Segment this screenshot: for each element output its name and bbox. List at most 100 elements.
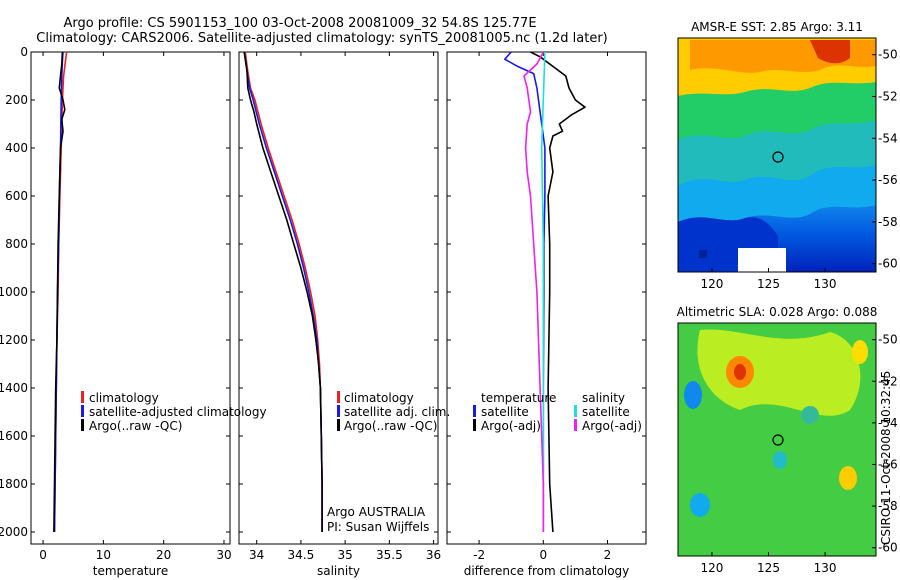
x-tick-label: 125 bbox=[757, 561, 780, 575]
x-tick-label: 20 bbox=[156, 548, 171, 562]
salinity-profile-panel: 34 34.5 35 35.5 36 salinity bbox=[238, 51, 441, 578]
sst-map-frame bbox=[677, 37, 877, 273]
x-tick-label: 36 bbox=[426, 548, 441, 562]
y-tick-label: -52 bbox=[878, 374, 898, 388]
legend-swatch-salinity-argo bbox=[574, 419, 577, 431]
argo-institution-annotation: Argo AUSTRALIA bbox=[327, 505, 426, 519]
y-tick-label: 1000 bbox=[0, 285, 28, 299]
x-axis-label: salinity bbox=[317, 564, 360, 578]
sst-teal-band bbox=[678, 120, 876, 186]
x-tick-label: 130 bbox=[814, 277, 837, 291]
y-tick-label: -50 bbox=[878, 333, 898, 347]
sst-map bbox=[678, 38, 876, 272]
x-tick-label: 120 bbox=[700, 561, 723, 575]
sla-map-title: Altimetric SLA: 0.028 Argo: 0.088 bbox=[677, 305, 878, 319]
legend-header-temperature: temperature bbox=[481, 391, 556, 405]
legend-label-argo: Argo(..raw -QC) bbox=[344, 419, 437, 433]
y-tick-label: -54 bbox=[878, 131, 898, 145]
sla-map-axes: 120 125 130 -50 -52 -54 -56 -58 -60 bbox=[700, 333, 897, 575]
y-tick-label: 600 bbox=[5, 189, 28, 203]
x-tick-label: 2 bbox=[604, 548, 612, 562]
y-tick-label: -56 bbox=[878, 457, 898, 471]
sla-warm-eddy-3 bbox=[852, 340, 868, 364]
sla-warm-eddy-2 bbox=[839, 466, 857, 490]
series-line-argo-raw-qc bbox=[243, 51, 323, 532]
legend-swatch-climatology bbox=[337, 391, 340, 403]
legend-label-satellite: satellite-adjusted climatology bbox=[89, 405, 267, 419]
sla-cold-eddy-1 bbox=[684, 381, 702, 409]
legend-swatch-salinity-satellite bbox=[574, 405, 577, 417]
sst-map-title: AMSR-E SST: 2.85 Argo: 3.11 bbox=[691, 20, 863, 34]
sst-hottest-patch bbox=[810, 40, 850, 64]
x-tick-label: 0 bbox=[539, 548, 547, 562]
legend-swatch-satellite bbox=[81, 405, 84, 417]
sla-cold-eddy-3 bbox=[773, 451, 787, 469]
x-tick-label: 35.5 bbox=[376, 548, 403, 562]
legend-swatch-temperature-argo bbox=[473, 419, 476, 431]
legend-swatch-satellite bbox=[337, 405, 340, 417]
y-tick-label: 1200 bbox=[0, 333, 28, 347]
legend-swatch-climatology bbox=[81, 391, 84, 403]
y-tick-label: 200 bbox=[5, 93, 28, 107]
x-axis-label: difference from climatology bbox=[464, 564, 630, 578]
x-tick-label: -2 bbox=[473, 548, 485, 562]
y-tick-label: 1400 bbox=[0, 381, 28, 395]
legend-label-climatology: climatology bbox=[344, 391, 414, 405]
difference-profile-panel: -2 0 2 difference from climatology bbox=[446, 51, 647, 578]
sla-hot-core bbox=[734, 364, 746, 380]
sst-missing-data bbox=[738, 248, 786, 272]
y-tick-label: -58 bbox=[878, 215, 898, 229]
legend-header-salinity: salinity bbox=[582, 391, 625, 405]
legend-swatch-argo bbox=[81, 419, 84, 431]
salinity-legend: climatology satellite adj. clim. Argo(..… bbox=[337, 391, 450, 433]
sla-map bbox=[678, 323, 876, 556]
x-tick-label: 130 bbox=[814, 561, 837, 575]
sst-argo-location-marker bbox=[772, 151, 784, 163]
difference-legend: temperature satellite Argo(-adj) salinit… bbox=[473, 391, 642, 433]
sst-green-band bbox=[678, 82, 876, 140]
credit-timestamp: CSIRO 11-Oct-2008 10:32:45 bbox=[879, 371, 893, 545]
legend-label-temperature-argo: Argo(-adj) bbox=[481, 419, 541, 433]
figure-title-line2: Climatology: CARS2006. Satellite-adjuste… bbox=[36, 31, 608, 46]
series-line-salinity-satellite bbox=[540, 51, 546, 532]
y-tick-label: 1800 bbox=[0, 477, 28, 491]
sla-cold-eddy-2 bbox=[690, 493, 710, 517]
y-tick-label: -58 bbox=[878, 499, 898, 513]
y-tick-label: 800 bbox=[5, 237, 28, 251]
temperature-legend: climatology satellite-adjusted climatolo… bbox=[81, 391, 267, 433]
x-tick-label: 30 bbox=[216, 548, 231, 562]
y-tick-label: 0 bbox=[20, 45, 28, 59]
x-tick-label: 120 bbox=[700, 277, 723, 291]
x-tick-label: 34 bbox=[249, 548, 264, 562]
y-tick-label: -60 bbox=[878, 541, 898, 555]
series-line-argo-raw-qc bbox=[53, 51, 66, 533]
x-tick-label: 34.5 bbox=[288, 548, 315, 562]
sst-dark-pixel bbox=[699, 250, 707, 258]
x-axis-label: temperature bbox=[93, 564, 168, 578]
legend-label-salinity-argo: Argo(-adj) bbox=[582, 419, 642, 433]
legend-label-argo: Argo(..raw -QC) bbox=[89, 419, 182, 433]
x-tick-label: 125 bbox=[757, 277, 780, 291]
y-tick-label: -56 bbox=[878, 173, 898, 187]
y-tick-label: -60 bbox=[878, 257, 898, 271]
y-tick-label: 400 bbox=[5, 141, 28, 155]
temperature-profile-panel: 0 10 20 30 0 200 400 600 800 1000 1200 1400 1600 1800… bbox=[0, 45, 232, 578]
legend-swatch-argo bbox=[337, 419, 340, 431]
argo-pi-annotation: PI: Susan Wijffels bbox=[327, 520, 429, 534]
y-tick-label: 2000 bbox=[0, 525, 28, 539]
plot-frame bbox=[30, 51, 231, 545]
x-tick-label: 0 bbox=[39, 548, 47, 562]
legend-label-temperature-satellite: satellite bbox=[481, 405, 529, 419]
sla-yellow-patch bbox=[697, 329, 861, 416]
x-tick-label: 10 bbox=[96, 548, 111, 562]
sla-map-frame bbox=[677, 322, 877, 557]
legend-label-satellite: satellite adj. clim. bbox=[344, 405, 450, 419]
series-line-temperature-argo-adj bbox=[530, 51, 586, 533]
y-tick-label: 1600 bbox=[0, 429, 28, 443]
sst-cyan-band bbox=[678, 165, 876, 222]
plot-frame bbox=[446, 51, 647, 545]
legend-label-climatology: climatology bbox=[89, 391, 159, 405]
sst-map-axes: 120 125 130 -50 -52 -54 -56 -58 -60 bbox=[700, 48, 897, 291]
legend-swatch-temperature-satellite bbox=[473, 405, 476, 417]
